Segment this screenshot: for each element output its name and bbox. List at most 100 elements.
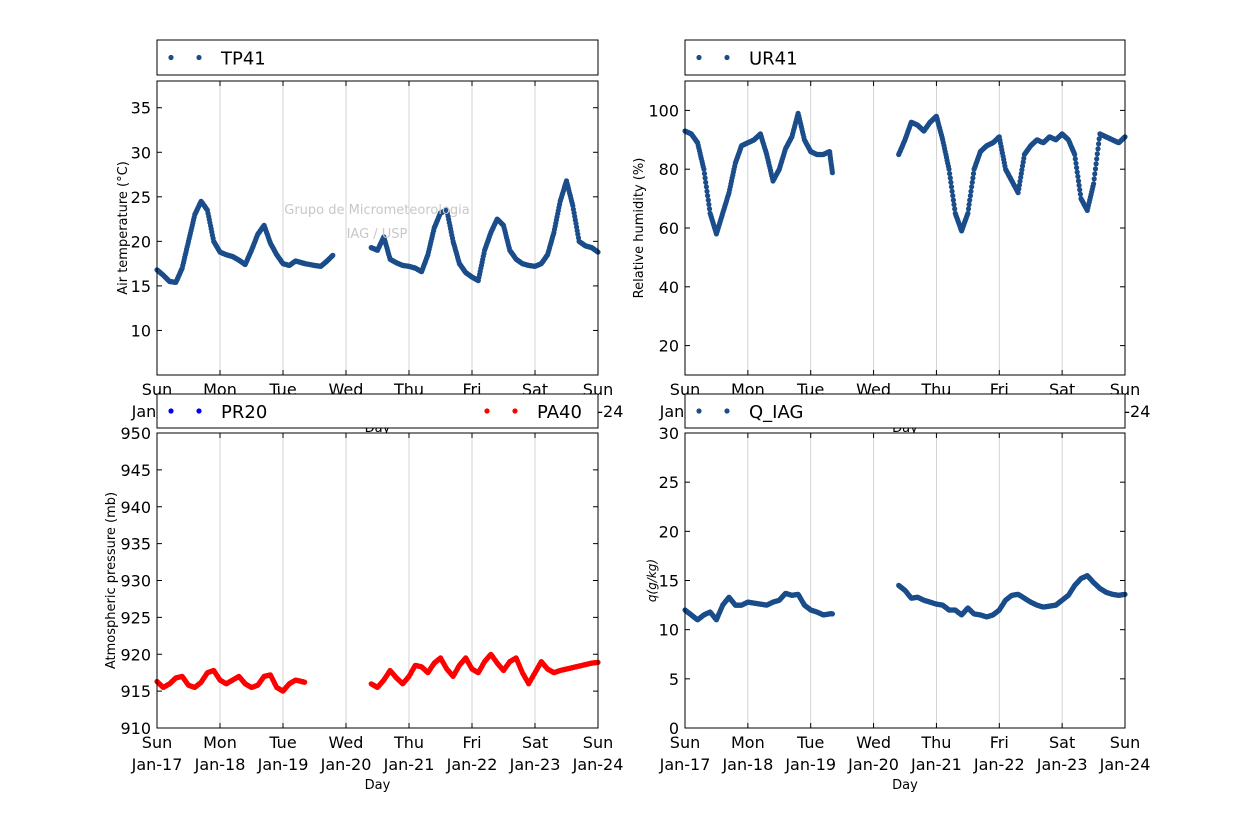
x-tick-label: Wed bbox=[856, 733, 891, 752]
x-tick-label: Jan-19 bbox=[257, 755, 309, 774]
data-point bbox=[1075, 173, 1081, 180]
x-tick-label: Tue bbox=[268, 733, 296, 752]
data-point bbox=[1096, 136, 1102, 142]
legend-label: PR20 bbox=[221, 402, 267, 423]
series-PA40 bbox=[154, 651, 601, 694]
data-point bbox=[829, 611, 836, 617]
y-tick-label: 935 bbox=[120, 535, 151, 554]
legend-marker bbox=[196, 408, 202, 414]
y-tick-label: 20 bbox=[659, 337, 679, 356]
y-axis-label: Air temperature (°C) bbox=[116, 161, 131, 295]
legend-marker bbox=[196, 54, 202, 61]
y-tick-label: 945 bbox=[120, 461, 151, 480]
data-point bbox=[966, 201, 972, 208]
y-tick-label: 915 bbox=[120, 682, 151, 701]
x-axis-label: Day bbox=[365, 778, 391, 793]
y-axis-label: Atmospheric pressure (mb) bbox=[104, 492, 119, 669]
x-tick-label: Jan-17 bbox=[131, 755, 183, 774]
chart-atmospheric-pressure: 910 915 920 925 930 935 940 945 950 Sun Jan-17 Mon J… bbox=[104, 393, 624, 793]
data-point bbox=[969, 179, 975, 185]
x-tick-label: Jan-24 bbox=[1099, 755, 1151, 774]
x-tick-label: Jan-23 bbox=[509, 755, 561, 774]
data-point bbox=[970, 175, 976, 181]
plot-area bbox=[685, 81, 1125, 375]
x-tick-label: Jan-22 bbox=[446, 755, 498, 774]
data-point bbox=[1072, 156, 1078, 162]
data-point bbox=[1074, 165, 1080, 171]
data-point bbox=[705, 193, 711, 199]
plot-frame bbox=[156, 80, 599, 376]
y-tick-label: 910 bbox=[120, 719, 151, 738]
series-TP41 bbox=[154, 178, 601, 285]
y-axis-label: Relative humidity (%) bbox=[632, 158, 647, 299]
data-point bbox=[967, 197, 973, 203]
data-point bbox=[705, 197, 711, 203]
data-point bbox=[302, 679, 308, 685]
data-point bbox=[1077, 187, 1083, 193]
x-tick-label: Tue bbox=[796, 733, 824, 752]
data-point bbox=[704, 188, 710, 194]
y-tick-label: 60 bbox=[659, 219, 679, 238]
data-point bbox=[1091, 181, 1097, 187]
y-tick-label: 30 bbox=[131, 143, 151, 162]
x-tick-label: Sun bbox=[142, 733, 172, 752]
x-tick-label: Sun bbox=[1110, 733, 1140, 752]
legend-box bbox=[156, 393, 599, 429]
y-tick-label: 925 bbox=[120, 608, 151, 627]
x-tick-label: Wed bbox=[329, 733, 364, 752]
x-axis-label: Day bbox=[892, 778, 918, 793]
legend-marker bbox=[724, 408, 730, 414]
data-point bbox=[965, 206, 972, 212]
x-tick-label: Mon bbox=[731, 733, 765, 752]
data-point bbox=[950, 193, 956, 199]
plot-area bbox=[157, 81, 598, 375]
y-tick-label: 35 bbox=[131, 99, 151, 118]
x-tick-label: Jan-20 bbox=[320, 755, 372, 774]
chart-relative-humidity: 20406080100SunJan-17MonJan-18TueJan-19We… bbox=[632, 39, 1150, 436]
x-tick-label: Thu bbox=[920, 733, 951, 752]
x-tick-label: Jan-20 bbox=[847, 755, 899, 774]
data-point bbox=[706, 206, 713, 212]
y-tick-label: 25 bbox=[659, 473, 679, 492]
legend-marker bbox=[696, 408, 702, 414]
chart-specific-humidity: 0 5 10 15 20 25 30 Sun Jan-17 Mon Jan-18 Tue Jan-19 W… bbox=[645, 393, 1151, 793]
legend: TP41 bbox=[156, 39, 599, 76]
legend-marker bbox=[168, 408, 174, 414]
x-tick-label: Jan-24 bbox=[572, 755, 624, 774]
y-tick-label: 930 bbox=[120, 572, 151, 591]
watermark: Grupo de Micrometeorologia IAG / USP bbox=[284, 203, 470, 242]
data-point bbox=[703, 179, 709, 185]
x-tick-label: Mon bbox=[203, 733, 237, 752]
x-tick-label: Fri bbox=[462, 733, 481, 752]
data-point bbox=[947, 175, 953, 181]
y-tick-label: 0 bbox=[669, 719, 679, 738]
plot-area bbox=[685, 433, 1125, 728]
data-point bbox=[967, 193, 974, 199]
y-tick-label: 100 bbox=[648, 101, 679, 120]
data-point bbox=[1073, 160, 1079, 166]
data-point bbox=[703, 184, 710, 190]
y-axis-label: q(g/kg) bbox=[645, 559, 659, 602]
legend-marker bbox=[168, 54, 174, 61]
legend-box bbox=[684, 393, 1126, 429]
y-tick-label: 5 bbox=[669, 670, 679, 689]
y-tick-label: 920 bbox=[120, 645, 151, 664]
y-tick-label: 80 bbox=[659, 160, 679, 179]
y-tick-label: 10 bbox=[131, 321, 151, 340]
y-tick-label: 40 bbox=[659, 278, 679, 297]
data-point bbox=[706, 201, 712, 208]
legend-label: UR41 bbox=[749, 49, 798, 70]
data-point bbox=[1094, 151, 1100, 157]
data-point bbox=[947, 171, 953, 177]
data-point bbox=[950, 197, 957, 203]
y-tick-label: 25 bbox=[131, 188, 151, 207]
data-point bbox=[965, 210, 971, 216]
data-point bbox=[1096, 141, 1102, 147]
data-point bbox=[1074, 169, 1080, 175]
data-point bbox=[1072, 151, 1078, 158]
data-point bbox=[1076, 182, 1082, 188]
data-point bbox=[951, 201, 957, 208]
data-point bbox=[952, 206, 958, 212]
data-point bbox=[1091, 176, 1097, 182]
y-tick-label: 15 bbox=[659, 572, 679, 591]
